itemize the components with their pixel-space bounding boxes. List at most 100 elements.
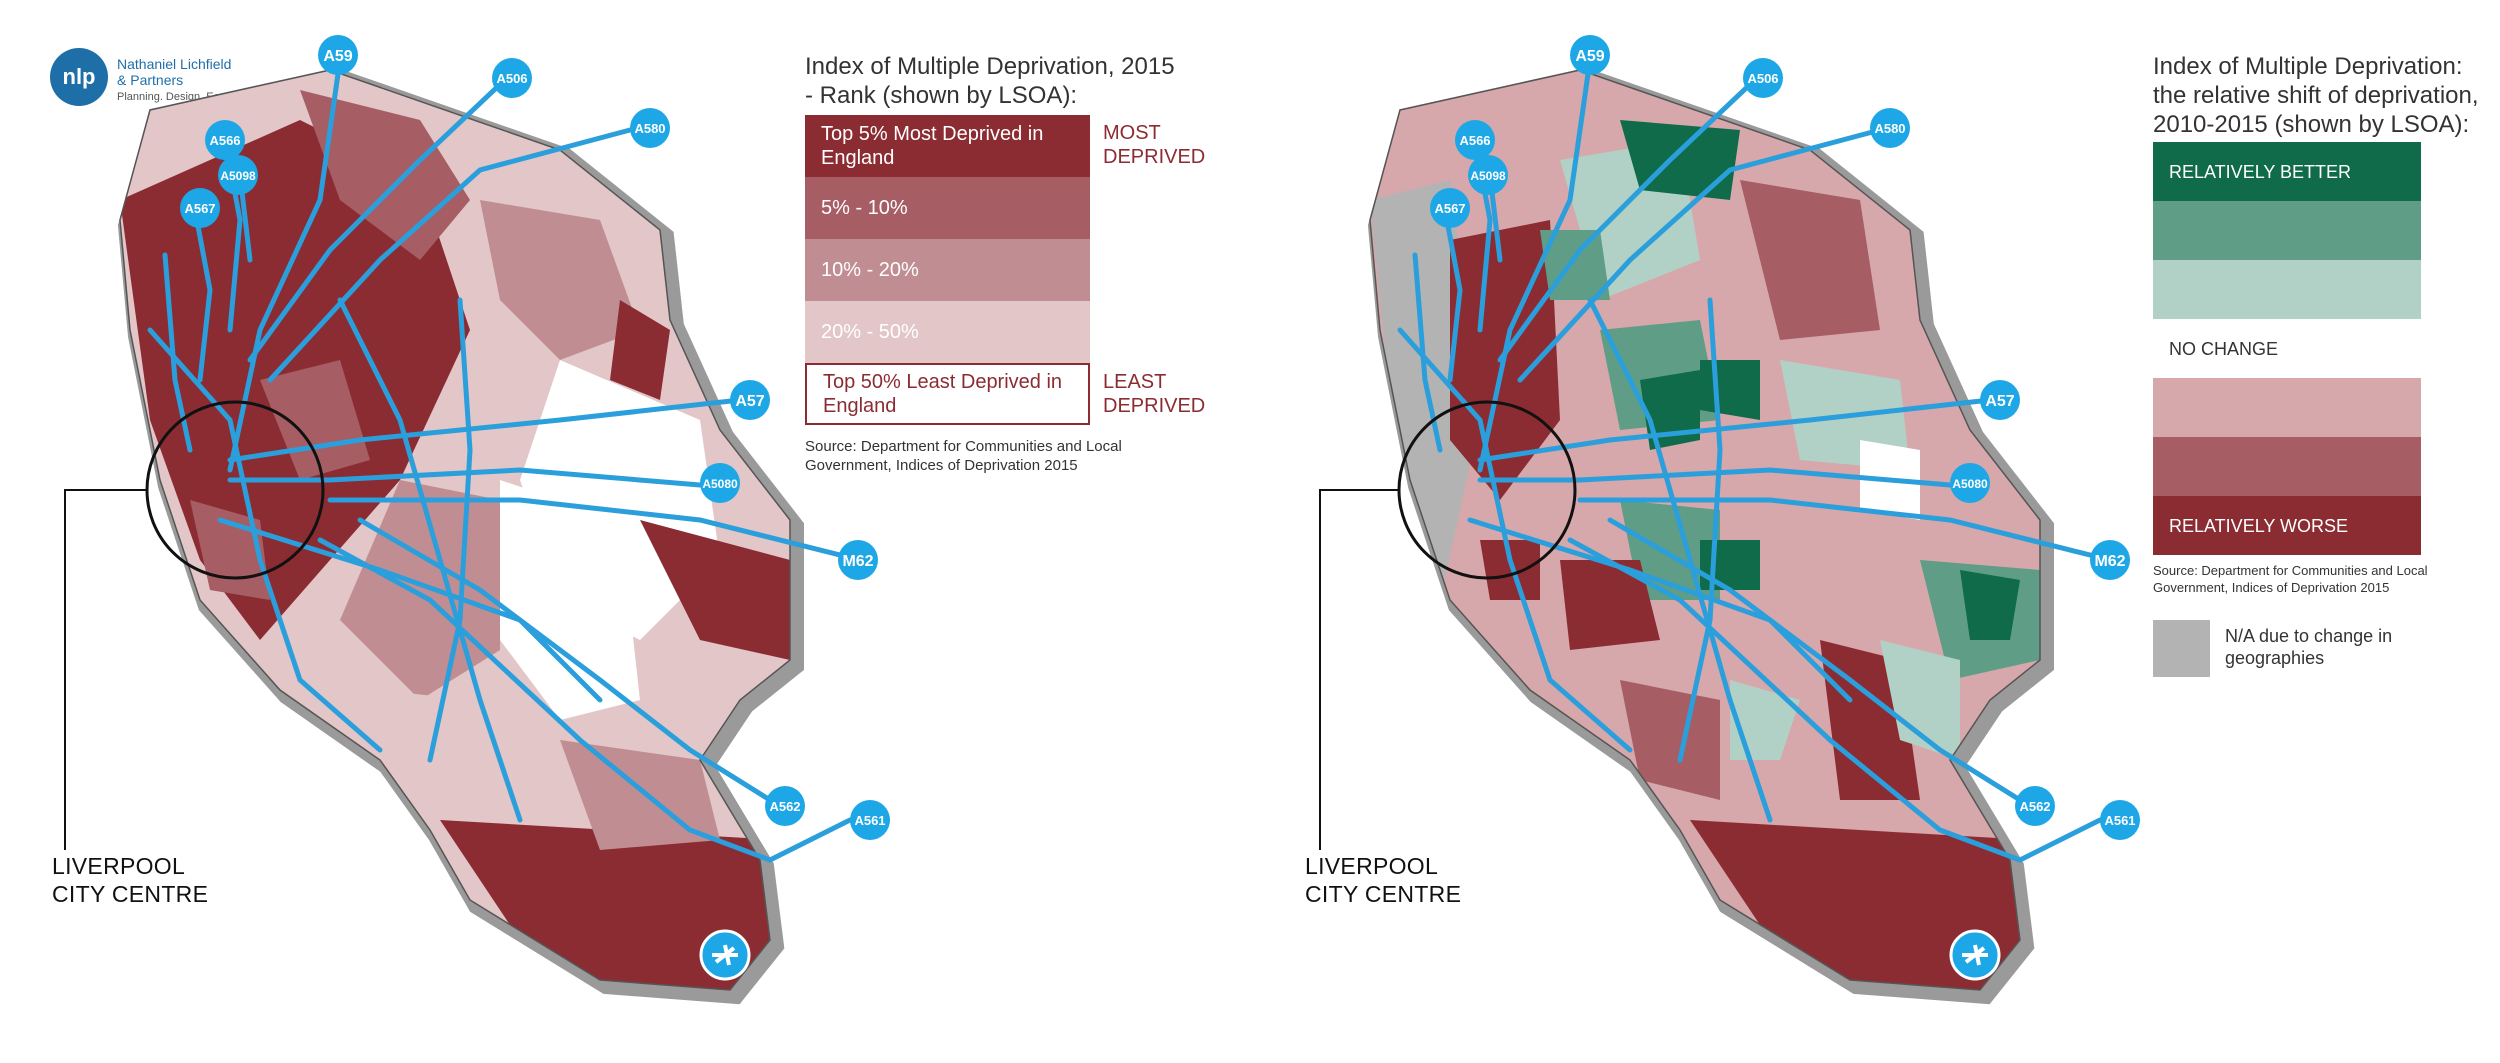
road-badge-a5080: A5080 <box>700 463 740 503</box>
left-legend-item-label: Top 50% Least Deprived in <box>823 371 1063 393</box>
logo-name-line2: & Partners <box>117 72 184 88</box>
left-map-lsoa-areas <box>120 70 790 990</box>
left-deprivation-map <box>64 57 863 1005</box>
road-badge-label: A506 <box>496 71 527 86</box>
left-city-label-line1: LIVERPOOL <box>52 853 186 879</box>
road-badge-label: A566 <box>1459 133 1490 148</box>
right-source-line2: Government, Indices of Deprivation 2015 <box>2153 580 2390 595</box>
na-label-line1: N/A due to change in <box>2225 626 2393 646</box>
logo-name-line1: Nathaniel Lichfield <box>117 56 232 72</box>
right-source-note: Source: Department for Communities and L… <box>2153 562 2428 596</box>
right-legend-item-no-change: NO CHANGE <box>2153 319 2421 378</box>
road-badge-label: A580 <box>634 121 665 136</box>
road-badge-label: A562 <box>2019 799 2050 814</box>
road-badge-a5098: A5098 <box>218 155 258 195</box>
road-badge-a5080: A5080 <box>1950 463 1990 503</box>
left-legend-item-20-50: 20% - 50% <box>805 301 1090 363</box>
road-badge-a561: A561 <box>850 800 890 840</box>
right-legend-item-relatively-worse: RELATIVELY WORSE <box>2153 496 2421 555</box>
right-road-badges: A59 A506 A580 A566 A5098 A567 A57 A5080 … <box>1430 35 2140 840</box>
road-badge-a57: A57 <box>1980 380 2020 420</box>
left-city-label-line2: CITY CENTRE <box>52 881 209 907</box>
na-swatch <box>2153 620 2210 677</box>
logo-mark-text: nlp <box>62 64 96 89</box>
left-legend-title-line2: - Rank (shown by LSOA): <box>805 82 1078 109</box>
least-deprived-line2: DEPRIVED <box>1103 395 1206 417</box>
left-legend-item-5-10: 5% - 10% <box>805 177 1090 239</box>
road-badge-a562: A562 <box>2015 786 2055 826</box>
right-city-centre-leader <box>1319 489 1399 850</box>
road-badge-a57: A57 <box>730 380 770 420</box>
right-legend-title-line2: the relative shift of deprivation, <box>2153 82 2479 109</box>
road-badge-label: A580 <box>1874 121 1905 136</box>
left-legend-item-10-20: 10% - 20% <box>805 239 1090 301</box>
least-deprived-line1: LEAST <box>1103 371 1167 393</box>
left-legend-item-label: 10% - 20% <box>821 259 919 281</box>
left-city-centre-label: LIVERPOOL CITY CENTRE <box>52 852 208 908</box>
most-deprived-line1: MOST <box>1103 122 1161 144</box>
road-badge-a506: A506 <box>1743 58 1783 98</box>
road-badge-label: A567 <box>184 201 215 216</box>
road-badge-a566: A566 <box>1455 120 1495 160</box>
right-map-roads <box>1397 57 2113 863</box>
na-label-line2: geographies <box>2225 648 2325 668</box>
right-deprivation-map <box>1319 57 2113 1005</box>
road-badge-label: A5080 <box>1952 477 1988 491</box>
road-badge-a59: A59 <box>318 35 358 75</box>
road-badge-label: A57 <box>735 393 764 410</box>
left-airplane-icon <box>699 929 751 981</box>
left-legend-title-line1: Index of Multiple Deprivation, 2015 <box>805 53 1175 80</box>
road-badge-label: A59 <box>323 48 352 65</box>
nlp-logo-mark: nlp <box>50 48 108 106</box>
road-badge-a580: A580 <box>630 108 670 148</box>
left-source-line1: Source: Department for Communities and L… <box>805 438 1122 455</box>
right-legend-item-relatively-better: RELATIVELY BETTER <box>2153 142 2421 201</box>
road-badge-label: A561 <box>2104 813 2135 828</box>
road-badge-label: M62 <box>2094 553 2125 570</box>
right-city-label-line2: CITY CENTRE <box>1305 881 1462 907</box>
road-badge-a580: A580 <box>1870 108 1910 148</box>
road-badge-label: A5098 <box>1470 169 1506 183</box>
road-badge-label: A5080 <box>702 477 738 491</box>
road-badge-a567: A567 <box>1430 188 1470 228</box>
most-deprived-label: MOST DEPRIVED <box>1103 121 1205 169</box>
road-badge-label: M62 <box>842 553 873 570</box>
right-map-lsoa-areas <box>1370 70 2040 990</box>
left-map-roads <box>147 57 863 863</box>
left-legend-item-label: Top 5% Most Deprived in <box>821 123 1044 145</box>
road-badge-a562: A562 <box>765 786 805 826</box>
right-city-label-line1: LIVERPOOL <box>1305 853 1439 879</box>
road-badge-label: A57 <box>1985 393 2014 410</box>
road-badge-a59: A59 <box>1570 35 1610 75</box>
right-city-centre-label: LIVERPOOL CITY CENTRE <box>1305 852 1461 908</box>
least-deprived-label: LEAST DEPRIVED <box>1103 370 1205 418</box>
right-source-line1: Source: Department for Communities and L… <box>2153 563 2428 578</box>
road-badge-label: A567 <box>1434 201 1465 216</box>
right-legend-item-label: NO CHANGE <box>2169 338 2279 359</box>
left-source-line2: Government, Indices of Deprivation 2015 <box>805 457 1078 474</box>
road-badge-a567: A567 <box>180 188 220 228</box>
road-badge-label: A561 <box>854 813 885 828</box>
right-legend-title: Index of Multiple Deprivation: the relat… <box>2153 52 2479 139</box>
road-badge-a566: A566 <box>205 120 245 160</box>
road-badge-a506: A506 <box>492 58 532 98</box>
road-badge-label: A562 <box>769 799 800 814</box>
most-deprived-line2: DEPRIVED <box>1103 146 1206 168</box>
left-legend-item-top5: Top 5% Most Deprived in England <box>805 115 1090 177</box>
left-legend-item-label: England <box>821 147 895 169</box>
right-legend-item-worse-mid <box>2153 437 2421 496</box>
road-badge-label: A506 <box>1747 71 1778 86</box>
left-city-centre-leader <box>64 489 147 850</box>
road-badge-label: A566 <box>209 133 240 148</box>
right-legend-item-better-light <box>2153 260 2421 319</box>
road-badge-a5098: A5098 <box>1468 155 1508 195</box>
right-legend-item-label: RELATIVELY BETTER <box>2169 161 2352 182</box>
right-airplane-icon <box>1949 929 2001 981</box>
road-badge-m62: M62 <box>838 540 878 580</box>
left-legend-title: Index of Multiple Deprivation, 2015 - Ra… <box>805 52 1175 110</box>
right-legend-title-line3: 2010-2015 (shown by LSOA): <box>2153 111 2470 138</box>
left-legend-item-least50: Top 50% Least Deprived in England <box>805 363 1090 425</box>
road-badge-m62: M62 <box>2090 540 2130 580</box>
left-legend-item-label: England <box>823 395 897 417</box>
